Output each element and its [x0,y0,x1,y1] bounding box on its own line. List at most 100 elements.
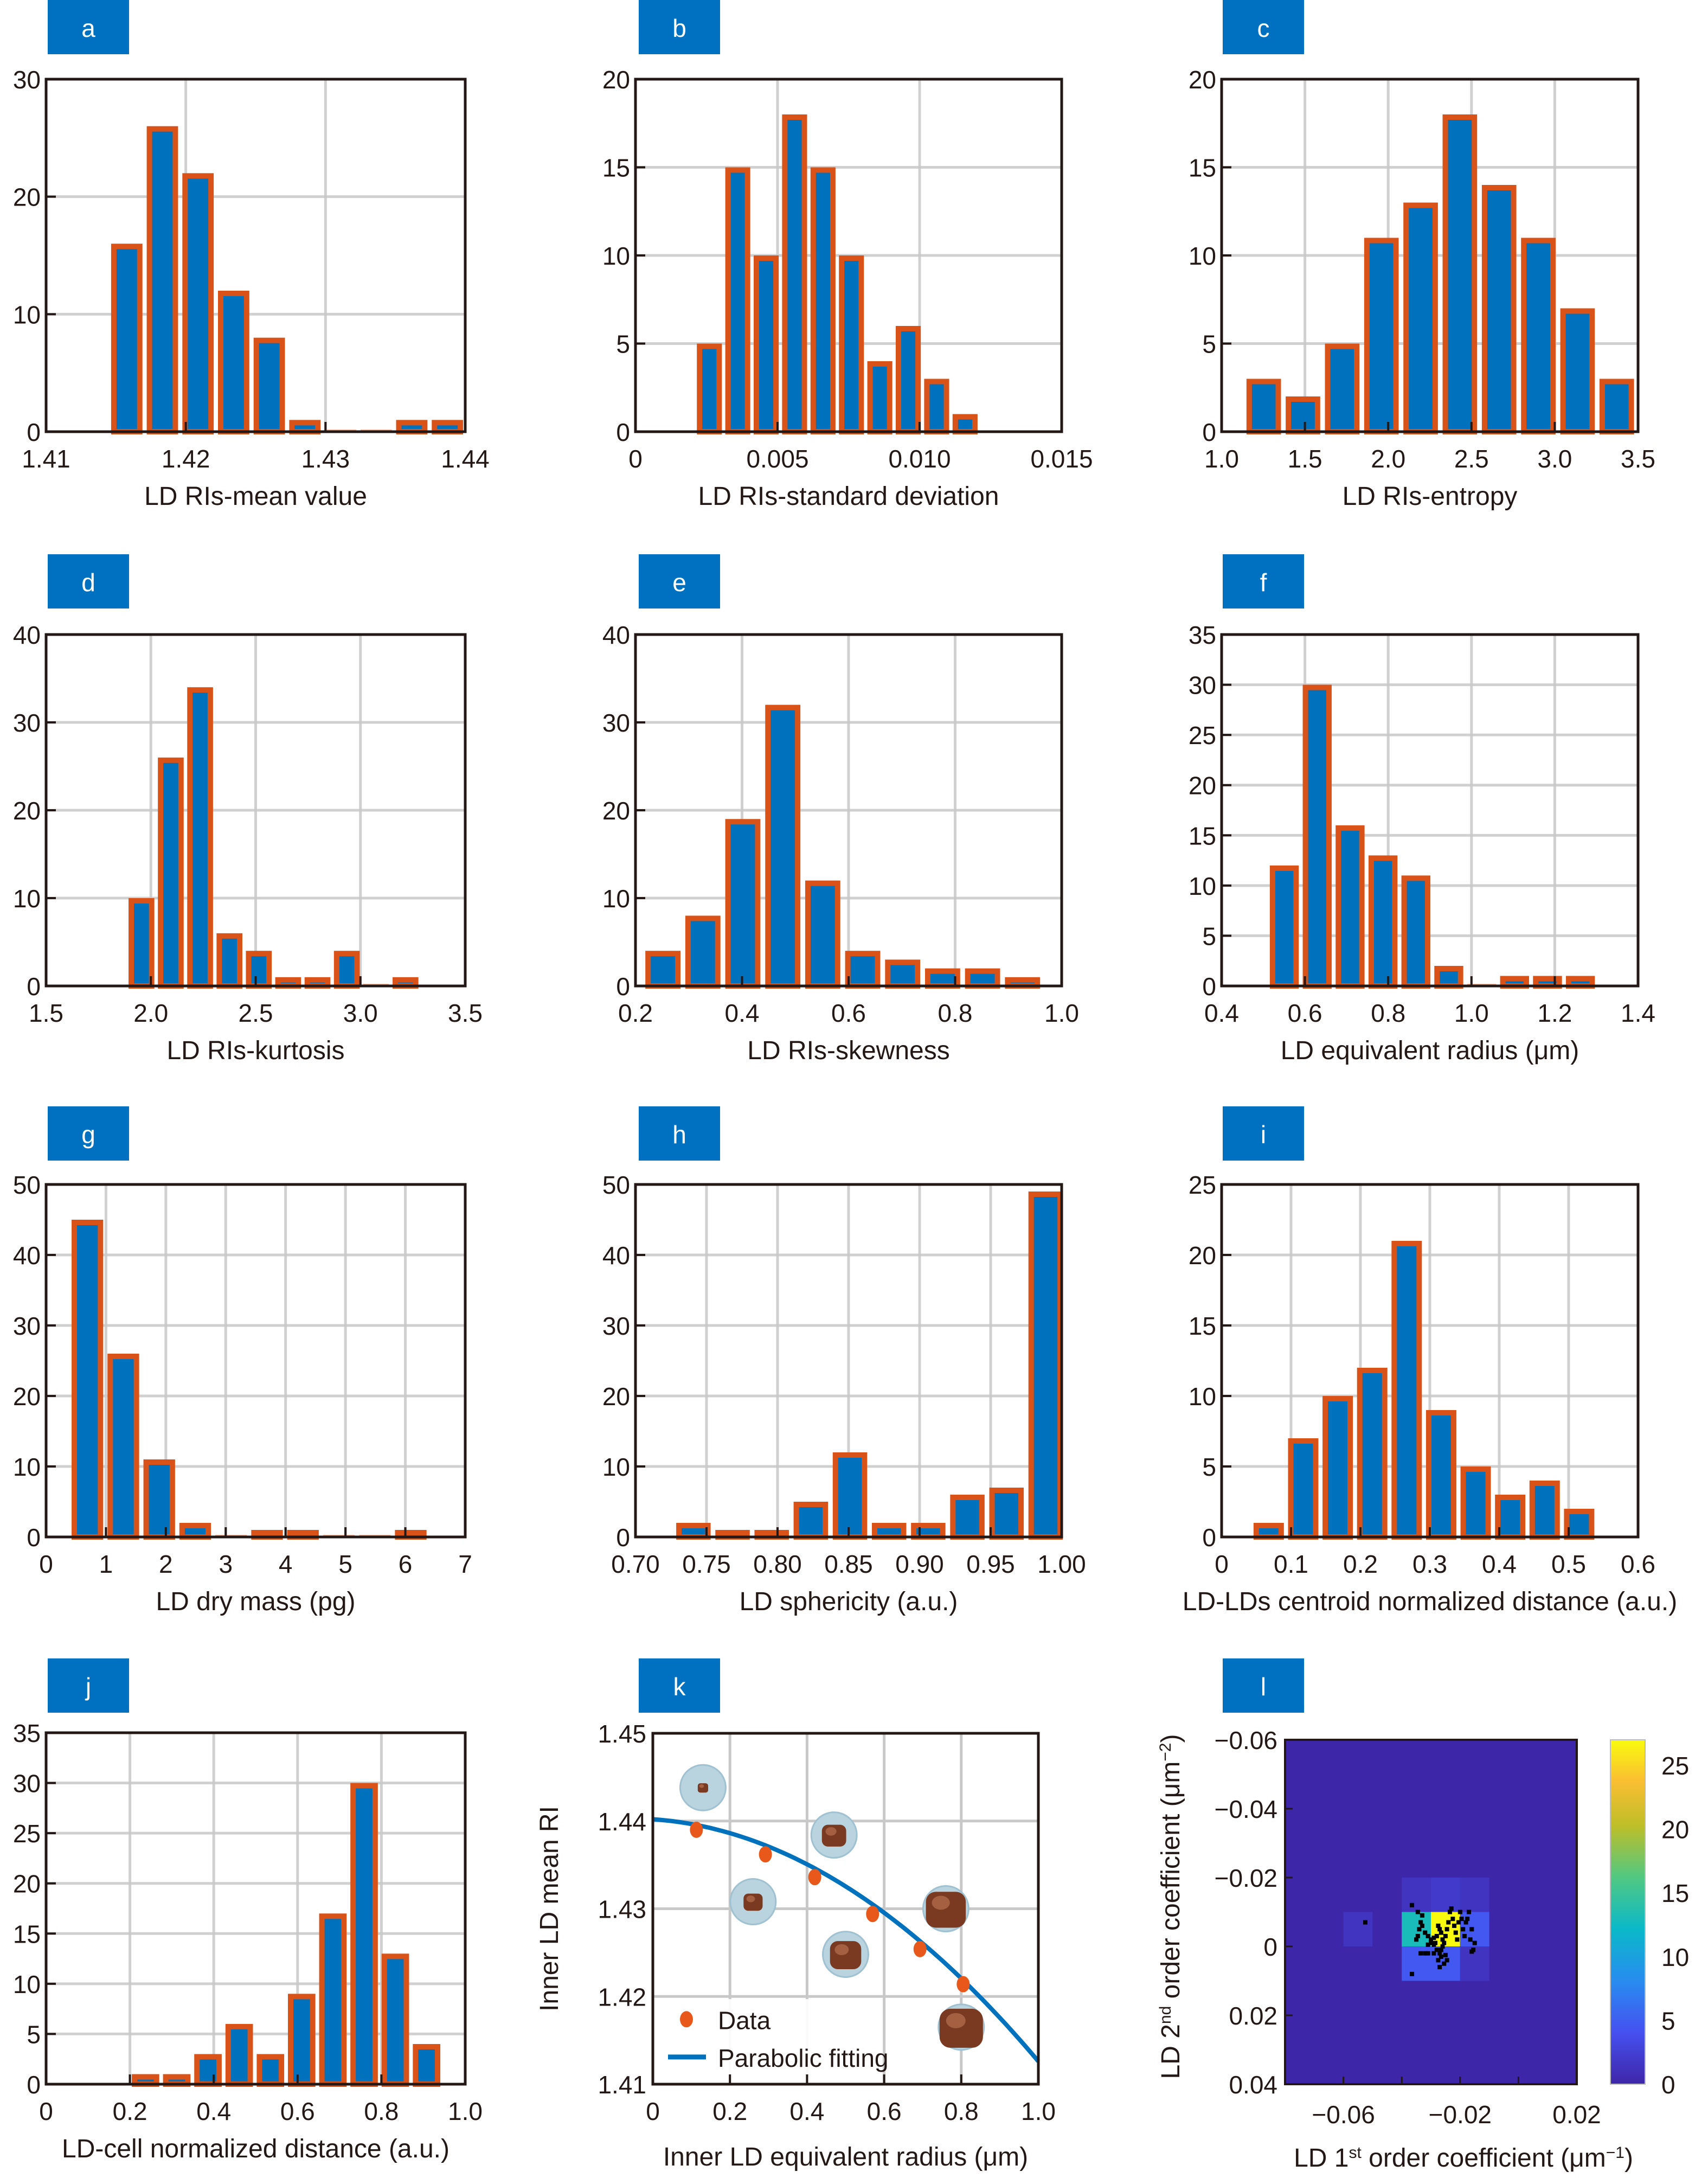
chart-panel-i: 0 0.1 0.2 0.3 0.4 0.5 0.6 0 5 10 15 20 25 LD-LDs cent… [1183,1171,1677,1616]
y-tick-label: 20 [602,797,630,825]
x-tick-label: 0.010 [888,445,951,473]
histogram-bar [725,819,761,989]
scatter-point [1410,1971,1415,1976]
droplet-highlight [825,1827,837,1836]
scatter-point [1463,1920,1468,1925]
y-tick-label: 15 [1189,822,1216,850]
y-tick-label: 40 [602,1241,630,1270]
scatter-point [1442,1940,1447,1945]
scatter-point [1440,1944,1445,1949]
y-tick-label: 0.04 [1229,2071,1277,2099]
y-tick-label: 1.44 [598,1808,646,1836]
histogram-bar [810,167,836,434]
x-tick-label: 3 [219,1550,233,1578]
y-tick-label: 30 [13,66,41,94]
histogram-bar [1302,684,1332,989]
chart-panel-a: 1.41 1.42 1.43 1.44 0 10 20 30 LD RIs-mean value [13,66,490,511]
panel-label-box [1223,0,1304,54]
x-axis-label-part: ) [1624,2144,1633,2173]
x-axis-label: LD 1st order coefficient (μm−1) [1294,2144,1633,2173]
x-tick-label: 0.4 [196,2097,231,2125]
x-tick-label: 0 [1215,1550,1229,1578]
histogram-bar [111,244,143,434]
histogram-bar [839,255,864,434]
panel-label-f: f [1223,554,1304,608]
histogram-bar [1325,343,1360,434]
y-tick-label: 0 [1202,418,1216,446]
histogram-bar [793,1502,829,1540]
histogram-bar [1401,875,1430,989]
histogram-bar [965,968,1000,989]
histogram-bar [246,951,272,989]
chart-panel-h: 0.70 0.75 0.80 0.85 0.90 0.95 1.00 0 10 20 30 40 50 L… [602,1171,1086,1616]
y-tick-label: 10 [13,1970,41,1998]
histogram-bar [950,1495,985,1540]
x-tick-label: 0.4 [1482,1550,1517,1578]
y-tick-label: 30 [13,1770,41,1798]
panel-label-text: d [81,568,95,597]
y-tick-label: 40 [13,621,41,649]
histogram-bar [182,173,214,434]
x-tick-label: 0.8 [938,999,973,1027]
histogram-bar [1391,1241,1422,1540]
y-tick-label: 20 [13,797,41,825]
y-tick-label: 15 [602,154,630,182]
histogram-bar [1434,965,1463,989]
x-tick-label: 0 [646,2097,660,2125]
histogram-bar [805,880,840,989]
histogram-bar [1368,855,1398,989]
histogram-bar [158,757,184,989]
y-tick-label: 10 [13,300,41,329]
x-tick-label: 1.4 [1621,999,1655,1027]
y-tick-label: 15 [1189,1312,1216,1340]
y-tick-label: −0.02 [1215,1864,1277,1892]
scatter-point [1465,1917,1470,1921]
y-tick-label: 10 [602,885,630,913]
histogram-bar [143,1459,175,1540]
y-tick-label: 0 [616,972,630,1001]
scatter-point [1415,1910,1420,1914]
lipid-droplet-image [729,1878,777,1926]
x-axis-label: LD RIs-entropy [1343,482,1518,511]
histogram-bar [1599,379,1634,434]
panel-label-box [1223,554,1304,608]
histogram-bar [1322,1396,1353,1540]
x-tick-label: 0.1 [1274,1550,1308,1578]
y-axis-label-part: nd [1157,2006,1174,2024]
lipid-droplet-image [810,1811,858,1859]
heatmap-cell [1460,1878,1489,1912]
scatter-point [1423,1951,1428,1956]
y-tick-label: 30 [602,1312,630,1340]
heatmap-cell [1343,1912,1373,1946]
y-axis-label-part: LD 2 [1157,2024,1185,2079]
histogram-bar [924,968,960,989]
panel-label-box [639,554,720,608]
histogram-bar [256,2054,285,2087]
y-axis-label: Inner LD mean RI [535,1806,564,2012]
histogram-bar [72,1220,104,1540]
scatter-point [1415,1933,1420,1938]
histogram-bar [253,337,285,435]
data-point [759,1846,772,1863]
x-tick-label: 6 [399,1550,413,1578]
y-tick-label: −0.06 [1215,1726,1277,1754]
scatter-point [1426,1942,1430,1947]
y-tick-label: 1.42 [598,1983,646,2011]
y-tick-label: 10 [13,1453,41,1481]
histogram-bar [225,2023,253,2087]
y-tick-label: 0 [616,1523,630,1552]
histogram-bar [287,1994,316,2087]
histogram-bar [753,255,779,434]
y-tick-label: 25 [1189,721,1216,750]
y-tick-label: 5 [1202,330,1216,358]
scatter-point [1431,1951,1436,1956]
lipid-droplet-image [938,2003,985,2051]
histogram-bar [645,951,681,989]
histogram-bar [1564,1509,1595,1540]
scatter-point [1459,1917,1464,1921]
colorbar-tick-label: 10 [1661,1943,1689,1971]
scatter-point [1444,1927,1449,1932]
histogram-bar [676,1523,711,1540]
scatter-point [1457,1910,1462,1914]
